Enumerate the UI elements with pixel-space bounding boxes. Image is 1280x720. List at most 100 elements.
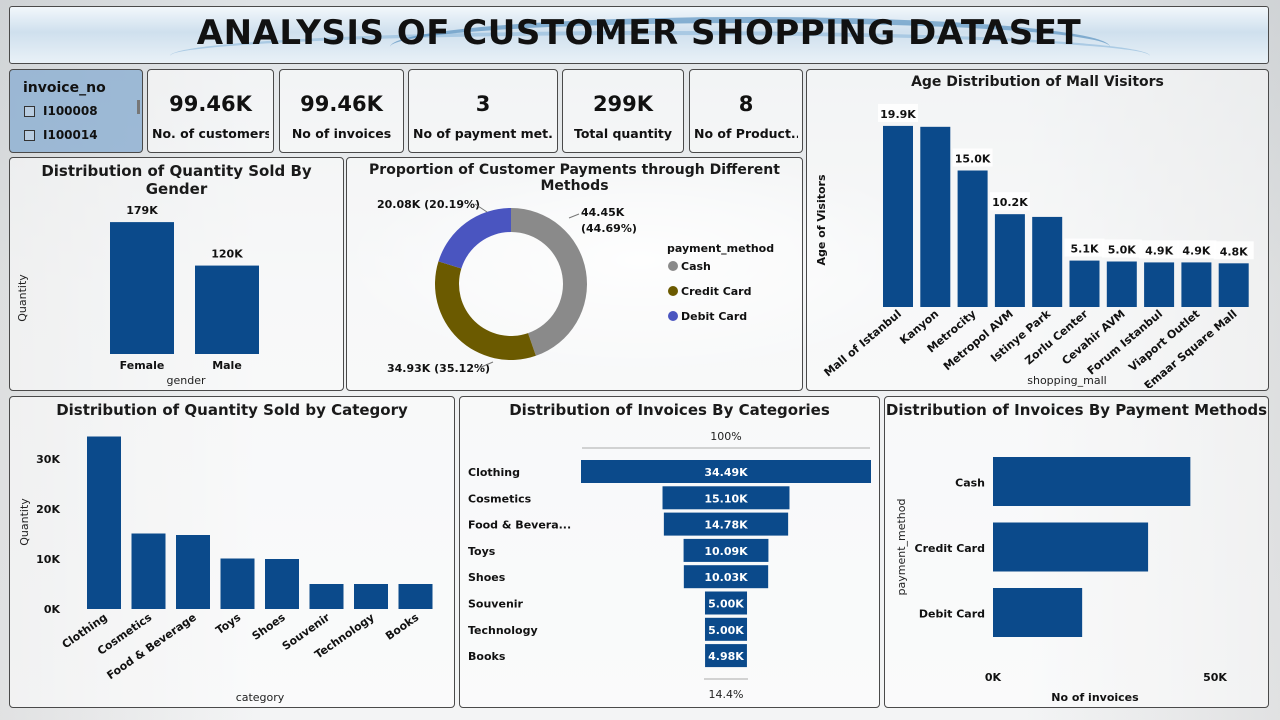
- legend-marker: [668, 311, 678, 321]
- category-label: Souvenir: [468, 598, 524, 611]
- data-label: 4.8K: [1220, 245, 1248, 258]
- kpi-value: 8: [738, 92, 754, 116]
- kpi-card-products: 8 No of Product...: [689, 69, 803, 153]
- bar: [131, 533, 166, 609]
- legend-marker: [668, 261, 678, 271]
- data-label: 5.00K: [708, 624, 744, 637]
- kpi-label: No of invoices: [291, 126, 392, 141]
- x-axis-title: No of invoices: [1051, 691, 1139, 704]
- checkbox[interactable]: [24, 129, 35, 141]
- data-label: 120K: [211, 248, 243, 261]
- chart-title: Proportion of Customer Payments through …: [369, 162, 780, 194]
- funnel-bottom-label: 14.4%: [709, 688, 744, 701]
- category-label: Technology: [468, 624, 538, 637]
- kpi-value: 99.46K: [300, 92, 383, 116]
- y-tick-label: Credit Card: [915, 542, 986, 555]
- slicer-scrollbar[interactable]: [137, 100, 140, 114]
- funnel-bar: [704, 617, 748, 641]
- donut-slice-credit-card: [435, 261, 536, 360]
- bar: [110, 222, 174, 354]
- bar: [957, 170, 988, 307]
- x-tick-label: Zorlu Center: [1022, 307, 1090, 367]
- y-axis-title: Quantity: [18, 498, 31, 546]
- bar: [883, 125, 913, 307]
- y-tick-label: 20K: [36, 503, 60, 516]
- chart-title: Distribution of Quantity Sold by Categor…: [56, 401, 408, 419]
- bar: [1069, 260, 1100, 307]
- legend-title: payment_method: [667, 242, 774, 255]
- kpi-value: 99.46K: [169, 92, 252, 116]
- slicer-item[interactable]: I100014: [24, 128, 98, 142]
- data-label: 4.9K: [1182, 244, 1210, 257]
- page-title: ANALYSIS OF CUSTOMER SHOPPING DATASET: [196, 13, 1082, 53]
- invoices-payment-chart: payment_method No of invoices Cash Credit…: [895, 457, 1227, 704]
- x-axis-title: gender: [167, 374, 206, 387]
- data-label-bg: [952, 148, 993, 167]
- header-swoosh-accent: [390, 17, 1110, 63]
- chart-panel-gender: Distribution of Quantity Sold By Gender …: [9, 157, 344, 391]
- y-tick-label: 10K: [36, 553, 60, 566]
- category-label: Books: [468, 650, 506, 663]
- age-mall-chart: Age of Visitors shopping_mall 19.9K Mall …: [815, 103, 1254, 388]
- category-label: Shoes: [468, 571, 506, 584]
- data-label: 10.09K: [704, 545, 748, 558]
- funnel-bar: [581, 460, 871, 483]
- bar: [1032, 216, 1063, 307]
- chart-title: Distribution of Invoices By Categories: [509, 401, 830, 419]
- qty-category-chart: Quantity category 0K10K20K30KClothingCos…: [18, 436, 433, 704]
- chart-title: Distribution of Invoices By Payment Meth…: [885, 401, 1268, 419]
- y-axis-title: Age of Visitors: [815, 174, 828, 265]
- slicer-item[interactable]: I100008: [24, 104, 98, 118]
- data-label: 15.10K: [704, 492, 748, 505]
- slicer-item-label: I100008: [43, 104, 98, 118]
- bar: [993, 457, 1191, 506]
- kpi-value: 3: [475, 92, 491, 116]
- kpi-label: Total quantity: [573, 126, 673, 141]
- header-banner: ANALYSIS OF CUSTOMER SHOPPING DATASET: [9, 6, 1269, 64]
- data-label: 20.08K (20.19%): [377, 198, 480, 211]
- legend-item: Debit Card: [681, 310, 747, 323]
- data-label: 5.00K: [708, 598, 744, 611]
- x-tick-label: Cevahir AVM: [1059, 307, 1127, 367]
- x-axis-title: category: [236, 691, 285, 704]
- chart-panel-invoices-category: Distribution of Invoices By Categories 1…: [459, 396, 880, 708]
- data-label: 10.03K: [704, 571, 748, 584]
- bar: [309, 584, 344, 609]
- kpi-card-invoices: 99.46K No of invoices: [279, 69, 404, 153]
- chart-panel-qty-category: Distribution of Quantity Sold by Categor…: [9, 396, 455, 708]
- funnel-bar: [705, 644, 747, 668]
- bar: [993, 588, 1083, 637]
- data-label-bg: [1213, 241, 1254, 260]
- category-label: Food & Bevera...: [468, 519, 571, 532]
- slicer-item-label: I100014: [43, 128, 98, 142]
- bar: [398, 584, 433, 609]
- kpi-card-total-quantity: 299K Total quantity: [562, 69, 684, 153]
- x-tick-label: Toys: [213, 611, 243, 638]
- funnel-bar: [683, 538, 769, 562]
- funnel-bar: [663, 512, 789, 536]
- x-tick-label: Female: [120, 359, 165, 372]
- y-axis-title: payment_method: [895, 499, 908, 596]
- bar: [993, 522, 1149, 572]
- data-label: 10.2K: [992, 196, 1028, 209]
- funnel-bar: [683, 565, 769, 589]
- category-label: Cosmetics: [468, 492, 532, 505]
- data-label-bg: [1139, 240, 1180, 259]
- y-axis-title: Quantity: [16, 274, 29, 322]
- invoices-category-funnel: 100% 14.4% 34.49K Clothing 15.10K Cosmetics…: [468, 430, 871, 701]
- bar: [87, 436, 121, 609]
- funnel-bar: [704, 591, 748, 615]
- kpi-label: No of Product...: [694, 126, 798, 141]
- data-label: 4.9K: [1145, 244, 1173, 257]
- checkbox[interactable]: [24, 105, 35, 117]
- invoice-slicer[interactable]: invoice_no I100008 I100014: [9, 69, 143, 153]
- kpi-label: No. of customers: [152, 126, 269, 141]
- donut-slice-cash: [511, 208, 587, 356]
- y-tick-label: Cash: [955, 477, 985, 490]
- chart-panel-age-mall: Age Distribution of Mall Visitors Age of…: [806, 69, 1269, 391]
- y-tick-label: Debit Card: [919, 608, 985, 621]
- bar: [176, 535, 210, 609]
- bar: [1144, 262, 1175, 307]
- bar: [1181, 262, 1212, 307]
- x-tick-label: 0K: [985, 671, 1002, 684]
